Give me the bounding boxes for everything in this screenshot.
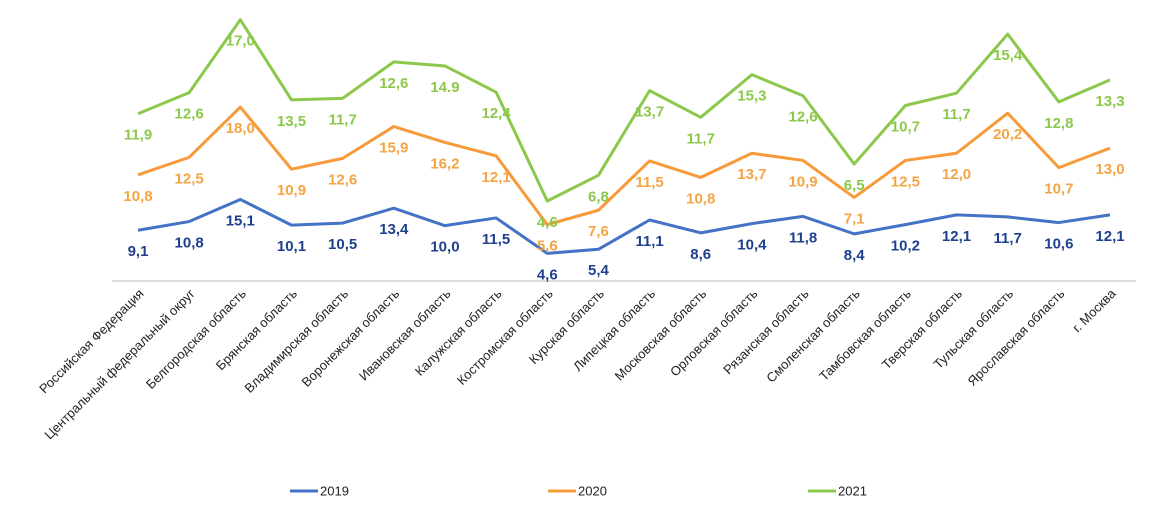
value-label: 12,6	[328, 171, 357, 188]
value-label: 13,0	[1095, 161, 1124, 178]
value-label: 11,1	[635, 233, 663, 250]
value-label: 11,7	[687, 130, 715, 147]
value-label: 12,0	[942, 166, 971, 183]
value-label: 10,8	[123, 188, 152, 205]
x-tick-label: Владимирская область	[241, 286, 351, 396]
line	[137, 197, 1111, 255]
value-label: 18,0	[226, 120, 255, 137]
value-label: 5,6	[537, 238, 558, 255]
value-label: 10,2	[891, 238, 920, 255]
value-label: 12,6	[379, 75, 408, 92]
value-label: 4,6	[537, 266, 558, 283]
value-label: 12,4	[482, 105, 512, 122]
x-tick-label: Московская область	[612, 286, 710, 384]
value-label: 13,7	[635, 104, 664, 121]
x-tick-label: Смоленская область	[763, 286, 863, 386]
value-label: 9,1	[128, 243, 149, 260]
value-label: 10,1	[277, 238, 306, 255]
x-tick-label: Белгородская область	[143, 286, 249, 392]
legend-label: 2020	[578, 483, 607, 498]
value-label: 10,5	[328, 236, 357, 253]
value-label: 12,5	[175, 170, 204, 187]
x-tick-label: г. Москва	[1069, 285, 1119, 335]
x-tick-label: Ярославская область	[965, 286, 1068, 389]
x-tick-label: Воронежская область	[299, 286, 403, 390]
value-label: 12,1	[482, 169, 511, 186]
value-label: 11,5	[635, 174, 663, 191]
value-label: 11,7	[942, 106, 970, 123]
legend-label: 2019	[320, 483, 349, 498]
legend-label: 2021	[838, 483, 867, 498]
value-label: 11,5	[482, 231, 510, 248]
value-label: 8,4	[844, 247, 866, 264]
value-label: 16,2	[430, 155, 459, 172]
value-label: 10,4	[737, 237, 767, 254]
value-label: 12,5	[891, 173, 920, 190]
value-label: 6,8	[588, 188, 609, 205]
value-label: 10,8	[686, 190, 715, 207]
value-label: 10,9	[277, 182, 306, 199]
value-label: 7,1	[844, 210, 865, 227]
value-label: 4,6	[537, 214, 558, 231]
value-label: 12,6	[788, 109, 817, 126]
x-tick-label: Костромская область	[454, 286, 556, 388]
value-label: 12,1	[1095, 228, 1124, 245]
line	[137, 18, 1111, 203]
value-label: 15,9	[379, 140, 408, 157]
value-label: 12,8	[1044, 115, 1073, 132]
x-tick-label: Орловская область	[667, 286, 761, 380]
x-tick-label: Ивановская область	[356, 286, 454, 384]
value-label: 12,1	[942, 228, 971, 245]
value-label: 20,2	[993, 126, 1022, 143]
value-label: 13,3	[1095, 93, 1124, 110]
value-label: 5,4	[588, 262, 610, 279]
value-label: 13,5	[277, 113, 306, 130]
value-label: 11,7	[993, 230, 1021, 247]
value-label: 6,5	[844, 177, 865, 194]
value-label: 17,0	[226, 33, 255, 50]
value-label: 13,4	[379, 221, 409, 238]
value-label: 15,3	[737, 88, 766, 105]
x-tick-label: Тамбовская область	[816, 286, 914, 384]
value-label: 15,4	[993, 47, 1023, 64]
value-label: 8,6	[690, 246, 711, 263]
value-label: 10,0	[430, 239, 459, 256]
value-label: 10,6	[1044, 236, 1073, 253]
value-label: 11,9	[124, 127, 152, 144]
value-label: 10,8	[175, 235, 204, 252]
value-label: 14.9	[430, 79, 459, 96]
value-label: 13,7	[737, 166, 766, 183]
x-tick-label: Калужская область	[412, 286, 505, 379]
value-label: 11,8	[789, 229, 817, 246]
value-label: 11,7	[328, 111, 356, 128]
value-label: 15,1	[226, 212, 255, 229]
line	[137, 105, 1111, 227]
value-label: 10,7	[891, 118, 920, 135]
value-label: 10,7	[1044, 181, 1073, 198]
x-tick-label: Рязанская область	[720, 286, 811, 377]
x-tick-label: Российская Федерация	[36, 286, 146, 396]
value-label: 7,6	[588, 223, 609, 240]
value-label: 10,9	[788, 173, 817, 190]
value-label: 12,6	[175, 106, 204, 123]
